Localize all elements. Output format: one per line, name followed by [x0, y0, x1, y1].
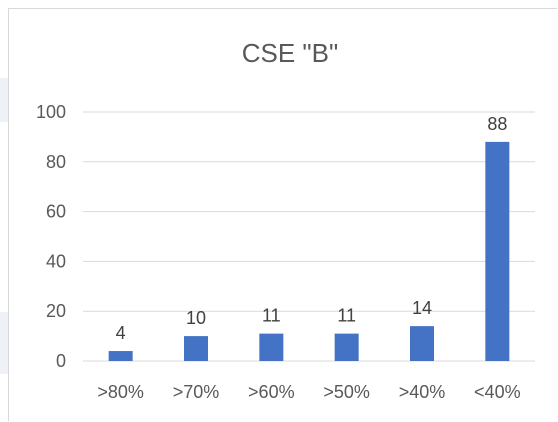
x-axis-ticks: >80% >70% >60% >50% >40% <40% [97, 382, 520, 402]
y-tick-label: 20 [46, 301, 66, 321]
bar [485, 141, 510, 361]
bar [259, 333, 284, 361]
data-label: 88 [487, 114, 507, 134]
x-tick-label: >80% [97, 382, 144, 402]
x-tick-label: >70% [173, 382, 220, 402]
x-tick-label: >40% [399, 382, 446, 402]
y-tick-label: 40 [46, 251, 66, 271]
y-tick-label: 0 [56, 351, 66, 371]
bar [334, 333, 359, 361]
bar [410, 326, 434, 361]
data-label: 11 [262, 306, 281, 326]
chart-border [8, 8, 557, 421]
data-label: 10 [186, 308, 206, 328]
data-label: 4 [116, 323, 126, 343]
y-axis-ticks: 0 20 40 60 80 100 [36, 102, 66, 371]
x-tick-label: >60% [248, 382, 295, 402]
y-tick-label: 60 [46, 202, 66, 222]
chart-title: CSE "B" [242, 38, 338, 68]
data-labels: 4 10 11 11 14 88 [116, 114, 508, 343]
y-tick-label: 100 [36, 102, 66, 122]
bar [108, 351, 133, 361]
data-label: 14 [412, 298, 432, 318]
y-tick-label: 80 [46, 152, 66, 172]
x-tick-label: <40% [474, 382, 521, 402]
left-edge-mark-bottom [0, 312, 8, 374]
bars [108, 141, 510, 361]
left-edge-mark-top [0, 78, 8, 122]
bar [184, 336, 208, 361]
gridlines [83, 111, 535, 362]
x-tick-label: >50% [323, 382, 370, 402]
data-label: 11 [337, 306, 356, 326]
